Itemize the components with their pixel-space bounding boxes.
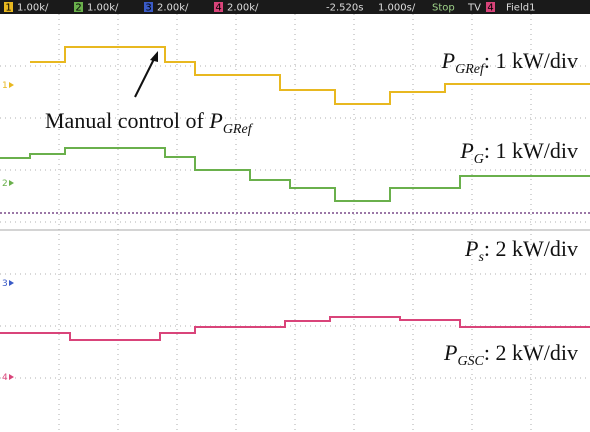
channel-scale: 1.00k/ [87, 3, 119, 14]
scope-screen: 1 1.00k/2 1.00k/3 2.00k/4 2.00k/1 -2.520s 1.00… [0, 0, 590, 432]
annotation-text: Manual control of [45, 108, 209, 133]
marker-arrow [9, 374, 14, 380]
channel-scale: 2.00k/ [157, 3, 189, 14]
trigger: TV [467, 3, 481, 14]
annotation-symbol: P [208, 108, 222, 133]
channel-marker: 1 [2, 81, 8, 91]
label-scale: : 1 kW/div [484, 138, 578, 163]
trace-label: Ps: 2 kW/div [464, 236, 578, 265]
trace-pgsc [0, 317, 590, 340]
label-symbol: P [443, 340, 457, 365]
channel-markers: 1 2 3 4 [2, 81, 14, 383]
channel-number: 2 [75, 3, 81, 14]
channel-scale: 1.00k/ [17, 3, 49, 14]
trace-label: PG: 1 kW/div [459, 138, 578, 167]
annotation: Manual control of PGRef [45, 108, 254, 137]
arrow-head [150, 51, 158, 62]
annotation-subscript: GRef [223, 122, 254, 137]
channel-number: 3 [145, 3, 151, 14]
label-symbol: P [459, 138, 473, 163]
trace-label: PGSC: 2 kW/div [443, 340, 578, 369]
label-subscript: GRef [455, 62, 486, 77]
label-subscript: GSC [457, 354, 484, 369]
label-scale: : 2 kW/div [484, 236, 578, 261]
field: Field1 [506, 3, 535, 14]
grid [0, 14, 590, 432]
label-symbol: P [464, 236, 478, 261]
channel-marker: 4 [2, 373, 8, 383]
timebase: 1.000s/ [378, 3, 416, 14]
run-state: Stop [432, 3, 455, 14]
label-scale: : 1 kW/div [484, 48, 578, 73]
channel-marker: 2 [2, 179, 8, 189]
marker-arrow [9, 82, 14, 88]
label-scale: : 2 kW/div [484, 340, 578, 365]
delay: -2.520s [326, 3, 363, 14]
label-symbol: P [441, 48, 455, 73]
channel-number: 1 [5, 3, 11, 14]
trigger-channel: 4 [487, 3, 493, 14]
marker-arrow [9, 180, 14, 186]
channel-marker: 3 [2, 279, 8, 289]
channel-scale: 2.00k/ [227, 3, 259, 14]
label-subscript: G [474, 152, 484, 167]
annotation-arrow [135, 57, 155, 97]
marker-arrow [9, 280, 14, 286]
trace-label: PGRef: 1 kW/div [441, 48, 578, 77]
channel-number: 4 [215, 3, 221, 14]
